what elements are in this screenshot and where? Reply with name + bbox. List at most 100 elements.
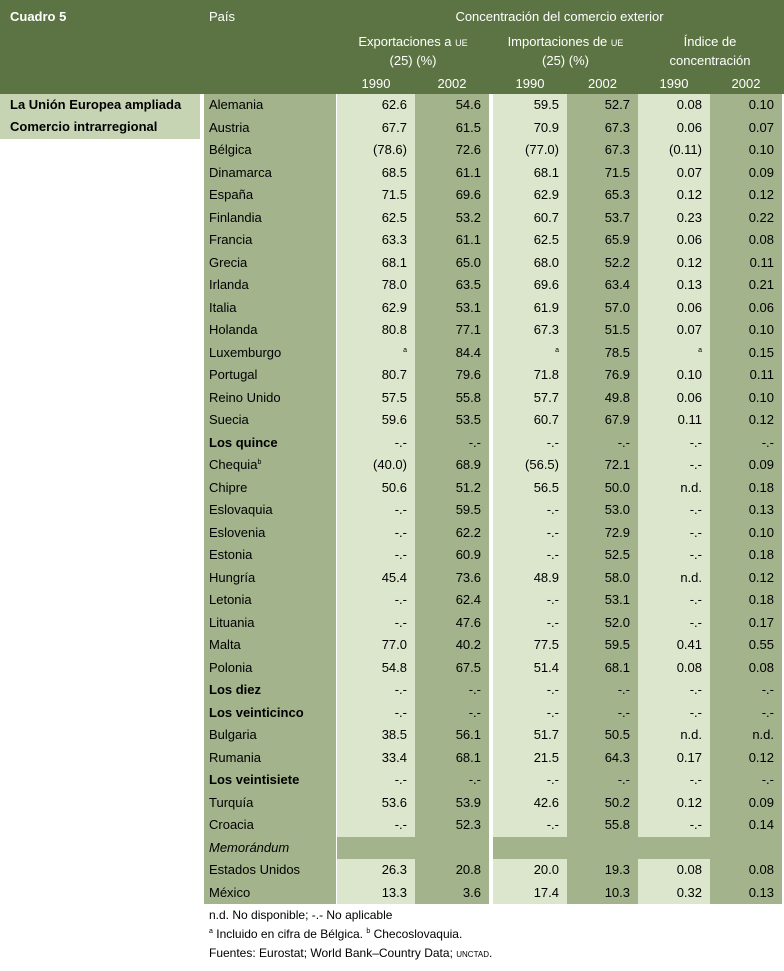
table-cell: 60.7 [493,409,567,432]
table-cell: 68.1 [415,746,489,769]
table-cell: 50.6 [337,476,415,499]
table-cell: 67.5 [415,656,489,679]
table-cell: 47.6 [415,611,489,634]
country-name: Finlandia [204,206,336,229]
table-cell: 76.9 [567,364,638,387]
table-cell: 61.9 [493,296,567,319]
note-abbreviations: n.d. No disponible; -.- No aplicable [209,908,393,922]
table-cell: -.- [493,499,567,522]
table-cell: 54.8 [337,656,415,679]
country-column-header: País [209,9,236,24]
exports-header: Exportaciones a ue [358,34,468,49]
table-cell: 0.06 [638,229,710,252]
table-cell: 0.32 [638,881,710,904]
table-row: Hungría 45.4 73.6 48.9 58.0 n.d. 0.12 [204,566,782,589]
table-cell: 17.4 [493,881,567,904]
note-footnotes: a Incluido en cifra de Bélgica. b Checos… [209,927,463,941]
table-body: Alemania 62.6 54.6 59.5 52.7 0.08 0.10 Austria 6… [204,94,782,904]
country-name: Los veintisiete [204,769,336,792]
table-cell: 0.09 [710,161,782,184]
table-cell: 0.41 [638,634,710,657]
table-cell: 79.6 [415,364,489,387]
table-cell: 0.06 [638,386,710,409]
table-cell: -.- [337,814,415,837]
table-cell: 71.5 [337,184,415,207]
table-cell: n.d. [638,724,710,747]
table-cell: 63.3 [337,229,415,252]
table-cell: 0.08 [710,859,782,882]
table-cell: -.- [710,701,782,724]
table-cell: 0.08 [638,656,710,679]
table-cell: -.- [337,499,415,522]
table-cell: 72.1 [567,454,638,477]
table-cell: -.- [415,679,489,702]
table-cell: 53.0 [567,499,638,522]
table-cell [567,836,638,859]
table-cell: -.- [638,701,710,724]
table-row: Chipre 50.6 51.2 56.5 50.0 n.d. 0.18 [204,476,782,499]
table-cell: 59.6 [337,409,415,432]
country-name: Los diez [204,679,336,702]
table-cell: 62.5 [493,229,567,252]
table-cell: 13.3 [337,881,415,904]
table-cell: 72.9 [567,521,638,544]
table-cell: -.- [638,499,710,522]
table-cell: 59.5 [567,634,638,657]
table-cell: -.- [638,431,710,454]
table-row: Luxemburgo a 84.4 a 78.5 a 0.15 [204,341,782,364]
table-cell: 53.1 [567,589,638,612]
table-cell: 0.10 [638,364,710,387]
table-cell: -.- [710,431,782,454]
table-cell: 56.5 [493,476,567,499]
note-sources: Fuentes: Eurostat; World Bank–Country Da… [209,946,493,960]
table-cell: 0.08 [710,656,782,679]
table-cell: 19.3 [567,859,638,882]
table-cell: 69.6 [493,274,567,297]
table-cell: 0.21 [710,274,782,297]
table-cell: 0.12 [638,184,710,207]
table-cell: 68.1 [567,656,638,679]
table-cell: 64.3 [567,746,638,769]
table-cell: 71.5 [567,161,638,184]
table-row: Letonia -.- 62.4 -.- 53.1 -.- 0.18 [204,589,782,612]
table-cell: 0.55 [710,634,782,657]
table-cell: -.- [638,814,710,837]
table-cell: n.d. [638,476,710,499]
country-name: Malta [204,634,336,657]
table-cell: 0.08 [638,859,710,882]
column-divider [202,94,204,906]
country-name: Bulgaria [204,724,336,747]
country-name: Portugal [204,364,336,387]
table-cell: 52.2 [567,251,638,274]
table-cell: 0.13 [638,274,710,297]
table-cell: -.- [493,679,567,702]
country-name: Hungría [204,566,336,589]
imports-header: Importaciones de ue [507,34,624,49]
table-row: Portugal 80.7 79.6 71.8 76.9 0.10 0.11 [204,364,782,387]
table-cell: 0.11 [710,364,782,387]
country-name: Chipre [204,476,336,499]
table-cell: 0.07 [710,116,782,139]
table-notes: n.d. No disponible; -.- No aplicable a I… [209,906,492,963]
table-cell: -.- [493,431,567,454]
year-header: 1990 [659,76,689,91]
table-cell: -.- [493,814,567,837]
table-row: Estados Unidos 26.3 20.8 20.0 19.3 0.08 0.08 [204,859,782,882]
table-cell: 42.6 [493,791,567,814]
table-cell: 50.2 [567,791,638,814]
table-cell: 52.3 [415,814,489,837]
table-cell: 67.7 [337,116,415,139]
table-row: Polonia 54.8 67.5 51.4 68.1 0.08 0.08 [204,656,782,679]
table-cell: -.- [567,769,638,792]
table-cell: 0.09 [710,454,782,477]
table-cell: 84.4 [415,341,489,364]
table-cell: 0.10 [710,386,782,409]
table-cell: 62.5 [337,206,415,229]
table-cell: 77.1 [415,319,489,342]
country-name: Los quince [204,431,336,454]
table-cell: 53.6 [337,791,415,814]
table-cell: -.- [638,769,710,792]
table-row: Los veinticinco -.- -.- -.- -.- -.- -.- [204,701,782,724]
table-row: Dinamarca 68.5 61.1 68.1 71.5 0.07 0.09 [204,161,782,184]
table-cell: 0.08 [638,94,710,117]
